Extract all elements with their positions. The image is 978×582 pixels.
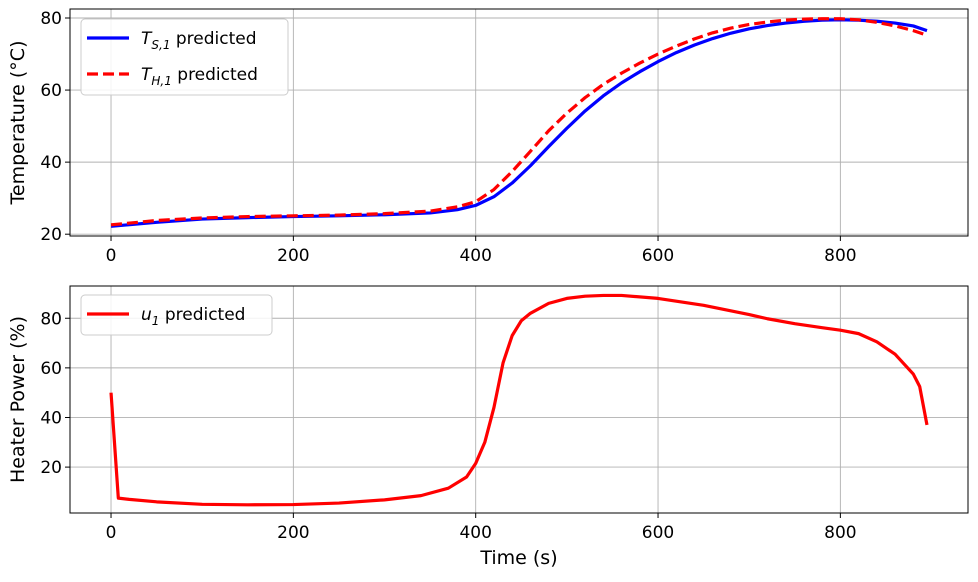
legend: u1 predicted — [80, 294, 273, 336]
legend-label-1: TH,1 predicted — [141, 65, 258, 88]
x-tick-label-2: 400 — [459, 523, 491, 543]
y-axis-label: Heater Power (%) — [7, 316, 29, 483]
y-tick-label-0: 20 — [40, 225, 62, 245]
legend: TS,1 predicted TH,1 predicted — [80, 18, 289, 96]
x-tick-label-3: 600 — [642, 246, 674, 266]
y-tick-label-2: 60 — [40, 359, 62, 379]
y-tick-label-2: 60 — [40, 81, 62, 101]
series-line-u-1 — [109, 293, 929, 507]
x-tick-label-0: 0 — [106, 523, 117, 543]
plot-frame — [69, 8, 969, 237]
plot-frame — [69, 285, 969, 514]
temperature-panel: 0 200 400 600 800 20 40 60 80 Temperature (°C) TS,… — [7, 8, 969, 266]
x-tick-label-4: 800 — [824, 246, 856, 266]
legend-box — [80, 294, 273, 336]
x-tick-label-4: 800 — [824, 523, 856, 543]
x-axis-label: Time (s) — [479, 547, 557, 569]
legend-label-0: u1 predicted — [141, 305, 245, 328]
y-tick-label-1: 40 — [40, 408, 62, 428]
y-tick-label-3: 80 — [40, 309, 62, 329]
x-tick-label-3: 600 — [642, 523, 674, 543]
legend-label-0: TS,1 predicted — [141, 29, 257, 52]
series-line-t-h1 — [110, 17, 928, 227]
heater-power-panel: 0 200 400 600 800 20 40 60 80 Heater Power (%) Tim… — [7, 285, 969, 569]
x-tick-label-1: 200 — [277, 246, 309, 266]
y-tick-label-1: 40 — [40, 153, 62, 173]
x-tick-label-0: 0 — [106, 246, 117, 266]
x-tick-label-1: 200 — [277, 523, 309, 543]
y-tick-label-3: 80 — [40, 9, 62, 29]
x-tick-label-2: 400 — [459, 246, 491, 266]
y-tick-label-0: 20 — [40, 458, 62, 478]
legend-box — [80, 18, 289, 96]
y-axis-label: Temperature (°C) — [7, 41, 29, 206]
